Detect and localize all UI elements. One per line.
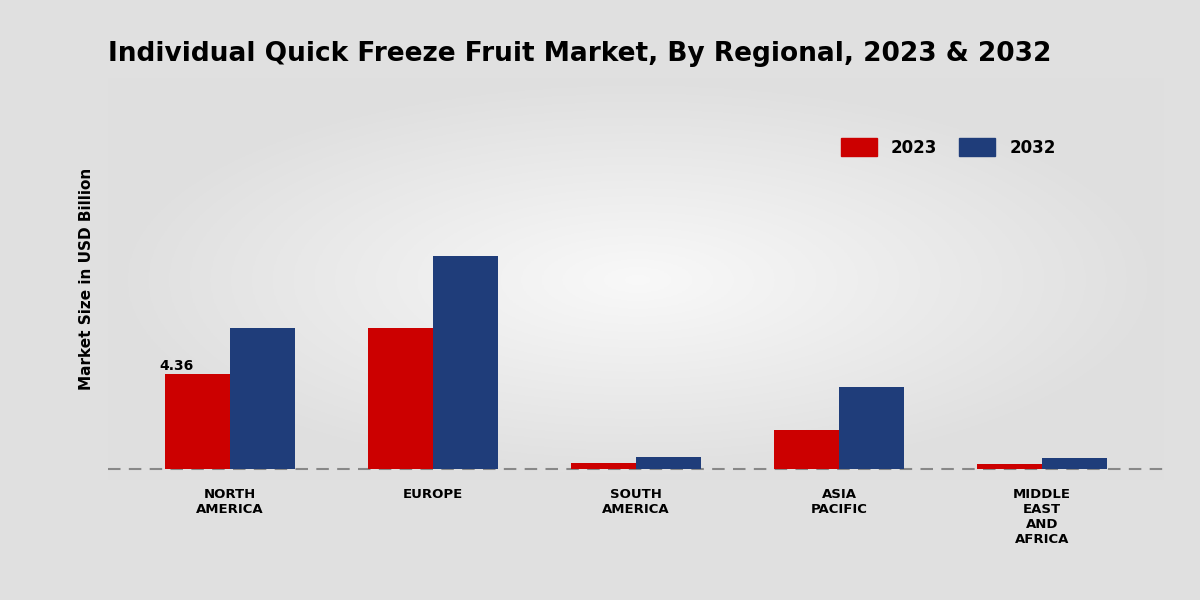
Bar [433, 256, 498, 469]
Bar [1042, 458, 1108, 469]
Bar [230, 328, 295, 469]
Bar [571, 463, 636, 469]
Bar [636, 457, 701, 469]
Text: 4.36: 4.36 [160, 359, 193, 373]
Bar [368, 328, 433, 469]
Text: Individual Quick Freeze Fruit Market, By Regional, 2023 & 2032: Individual Quick Freeze Fruit Market, By… [108, 41, 1051, 67]
Bar [839, 386, 904, 469]
Y-axis label: Market Size in USD Billion: Market Size in USD Billion [79, 168, 94, 390]
Bar [774, 430, 839, 469]
Bar [977, 464, 1042, 469]
Bar [164, 374, 230, 469]
Legend: 2023, 2032: 2023, 2032 [826, 123, 1070, 172]
